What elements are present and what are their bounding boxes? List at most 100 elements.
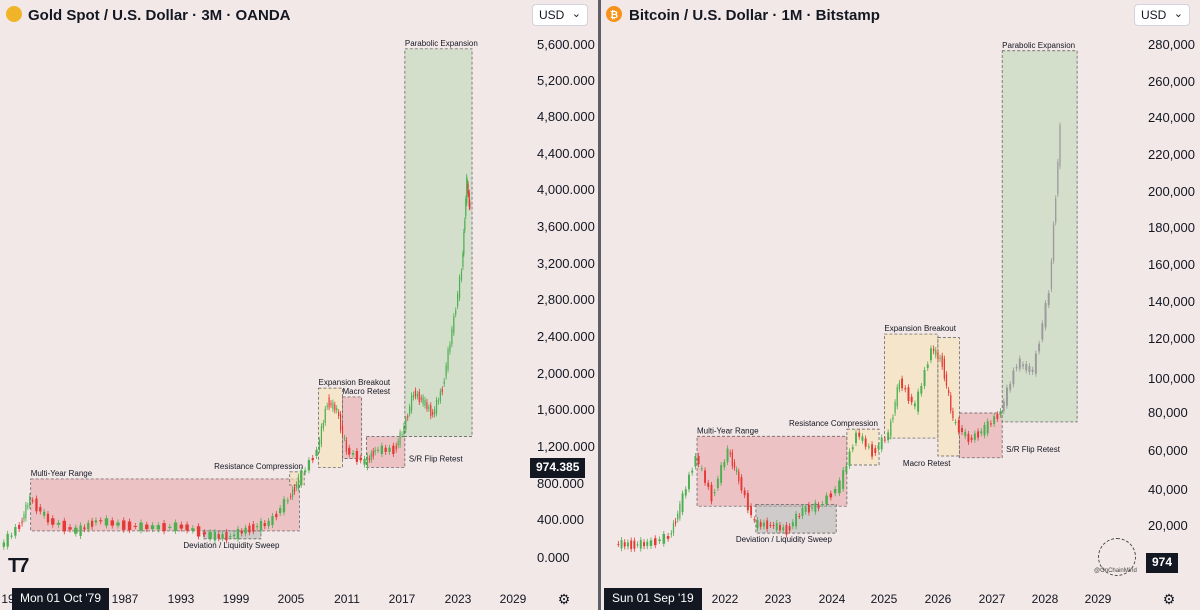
candle-body-4-4 [74,527,78,534]
candle-body-2-0 [633,540,636,549]
candle-body-29-4 [1059,125,1061,167]
y-tick-label-10: 80,000 [1148,405,1188,420]
x-tick-label-3: 2025 [871,592,898,606]
zone-label-1: Deviation / Liquidity Sweep [183,541,280,550]
candle-body-13-3 [814,502,817,512]
candle-body-3-0 [31,500,34,502]
pane-divider[interactable] [598,0,601,610]
y-tick-label-6: 3,200.000 [537,256,595,271]
zone-box-0 [30,478,300,532]
x-tick-label-4: 2026 [925,592,952,606]
candle-body-8-3 [173,522,178,532]
left-chart-title: Gold Spot / U.S. Dollar · 3M · OANDA [28,7,291,24]
candle-body-15-0 [300,470,303,485]
candle-body-14-3 [295,484,298,488]
candle-body-4-3 [677,513,679,520]
left-date-chip: Mon 01 Oct '79 [12,588,109,610]
candle-body-27-4 [451,328,453,345]
candle-body-19-3 [910,396,913,403]
candle-body-15-3 [311,458,314,461]
candle-body-20-1 [368,458,370,460]
candle-body-18-4 [898,382,901,390]
candle-body-27-3 [1028,366,1031,373]
right-currency-select[interactable]: USD ⌄ [1134,4,1190,26]
candle-body-11-0 [232,534,236,537]
candle-body-29-1 [463,231,465,254]
candle-body-25-2 [993,416,996,425]
candle-body-18-3 [343,437,346,439]
x-tick-label-7: 2023 [445,592,472,606]
y-tick-label-1: 260,000 [1148,74,1195,89]
zone-box-6 [1001,50,1078,423]
candle-body-28-3 [458,277,461,298]
y-tick-label-5: 3,600.000 [537,219,595,234]
candle-body-25-3 [430,405,432,417]
candle-body-10-4 [229,536,232,538]
right-header: ₿ Bitcoin / U.S. Dollar · 1M · Bitstamp [606,6,880,24]
candle-body-11-1 [775,523,778,531]
candle-body-25-2 [428,407,430,409]
y-tick-label-11: 1,200.000 [537,439,595,454]
tradingview-logo-icon[interactable]: T7 [8,555,29,577]
y-tick-label-2: 240,000 [1148,110,1195,125]
candle-body-25-1 [426,401,428,409]
candle-body-19-0 [348,447,351,455]
candle-body-4-4 [679,503,681,518]
candle-body-11-4 [248,525,251,533]
candle-body-22-4 [952,410,954,419]
right-date-chip: Sun 01 Sep '19 [604,588,702,610]
candle-body-5-2 [688,474,690,490]
gold-chart[interactable]: Gold Spot / U.S. Dollar · 3M · OANDA Mul… [0,0,598,610]
candle-body-28-4 [1047,293,1050,306]
candle-body-15-1 [845,465,848,473]
candle-body-21-3 [388,447,391,452]
candle-body-20-0 [917,391,920,412]
candle-body-7-2 [139,522,143,531]
gold-coin-icon [6,6,22,22]
candle-body-17-1 [877,445,880,449]
x-tick-label-2: 1993 [168,592,195,606]
candle-body-9-2 [196,526,201,537]
x-tick-label-6: 2028 [1032,592,1059,606]
x-tick-label-4: 2005 [278,592,305,606]
settings-gear-icon[interactable]: ⚙ [1162,591,1176,607]
candle-body-13-0 [271,515,274,526]
candle-body-5-1 [684,489,687,496]
candle-body-10-2 [221,534,224,539]
candle-body-1-0 [2,542,5,547]
y-tick-label-5: 180,000 [1148,220,1195,235]
candle-body-16-2 [864,438,867,447]
candle-body-19-1 [351,453,355,455]
candle-body-5-4 [694,456,697,467]
zone-box-4 [937,337,960,457]
candle-body-14-1 [825,495,828,504]
candle-body-25-4 [999,411,1002,415]
candle-body-18-1 [892,417,894,420]
candle-body-25-3 [996,414,999,419]
candle-body-15-1 [303,470,307,473]
candle-body-30-4 [469,202,471,208]
candle-body-30-0 [466,182,469,186]
candle-body-27-1 [1022,364,1025,367]
watermark-handle: @OnChainMind [1094,568,1137,574]
candle-body-6-0 [99,520,103,522]
candle-body-24-4 [983,424,986,436]
candle-body-15-4 [855,432,857,444]
candle-body-3-2 [658,539,661,541]
candle-body-19-3 [359,457,362,461]
settings-gear-icon[interactable]: ⚙ [557,591,571,607]
candle-body-1-4 [18,524,21,529]
y-tick-label-8: 2,400.000 [537,329,595,344]
bitcoin-chart[interactable]: ₿ Bitcoin / U.S. Dollar · 1M · Bitstamp … [601,0,1200,610]
candle-body-9-0 [185,524,189,531]
candle-body-29-3 [465,198,467,217]
right-price-chip: 974 [1146,553,1179,573]
candle-body-29-0 [462,253,464,268]
candle-body-2-4 [29,496,31,506]
candle-body-8-1 [731,452,733,467]
left-currency-select[interactable]: USD ⌄ [532,4,588,26]
candle-body-28-2 [1041,323,1044,340]
right-price-series [617,122,1061,552]
candle-body-12-1 [791,522,794,527]
right-chart-title: Bitcoin / U.S. Dollar · 1M · Bitstamp [629,7,880,24]
